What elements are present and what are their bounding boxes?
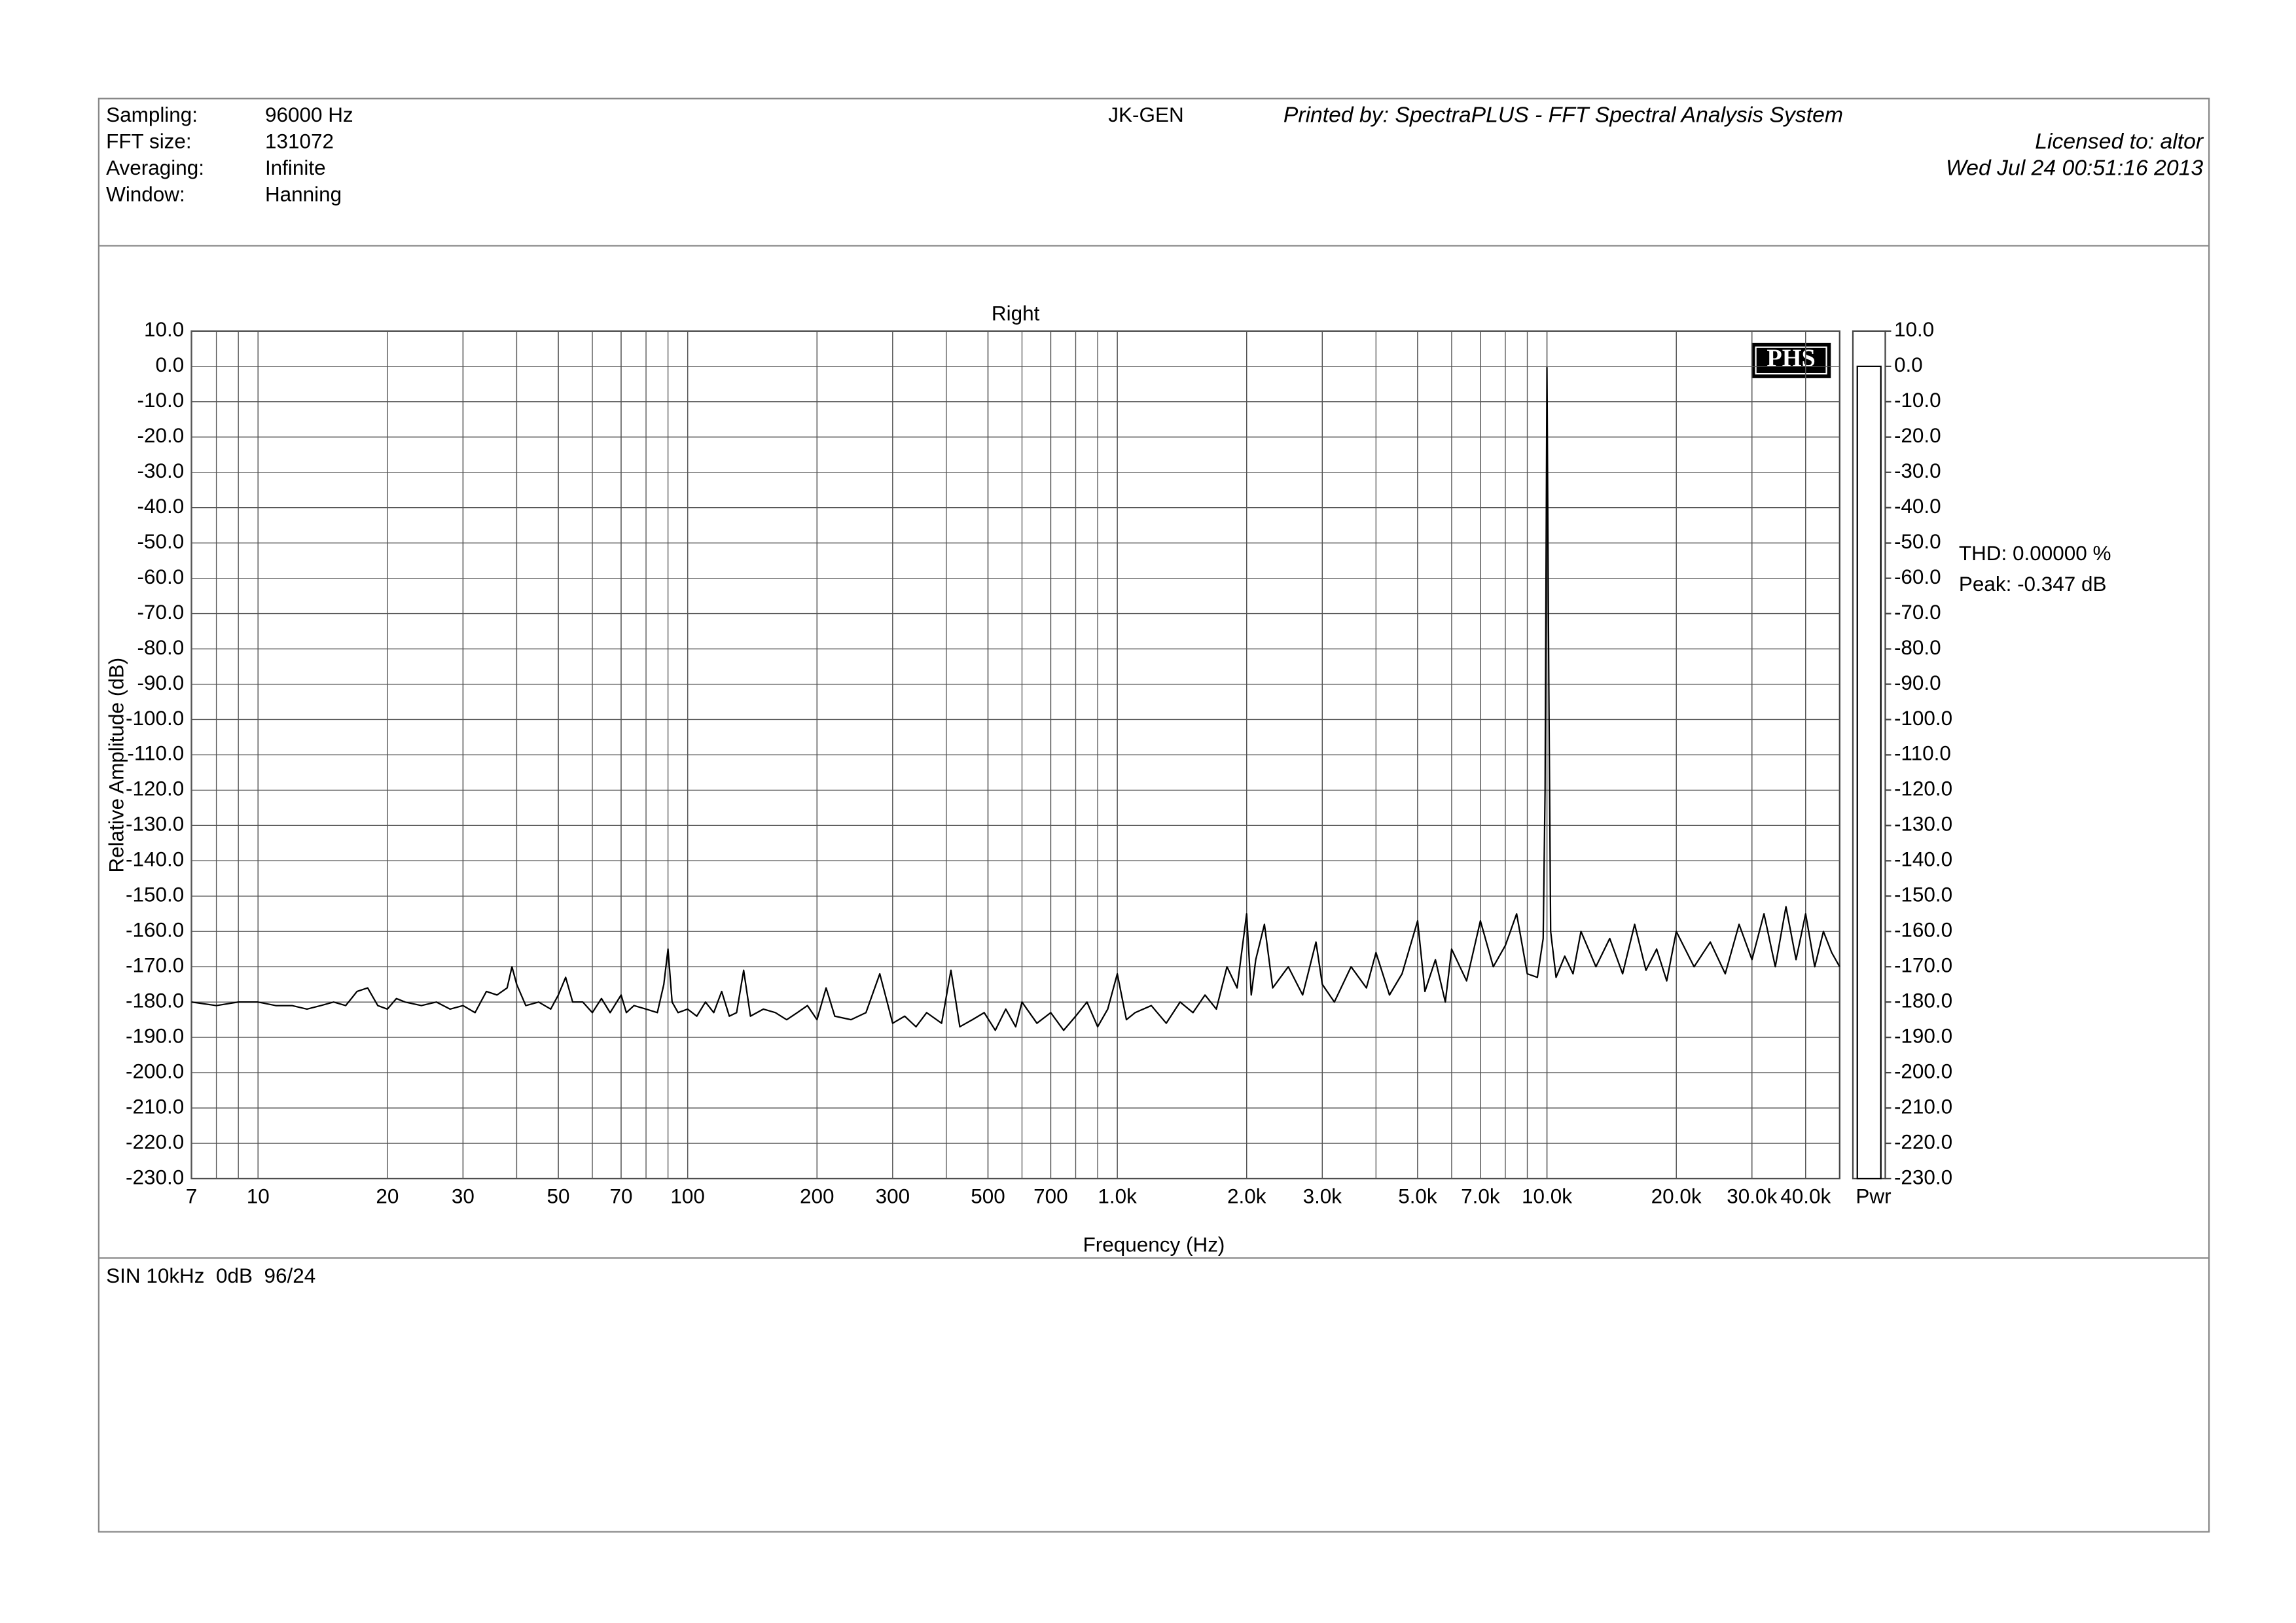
annotation: Peak: -0.347 dB xyxy=(1959,573,2107,596)
field-label: Averaging: xyxy=(106,156,204,179)
y2-tick-label: -60.0 xyxy=(1894,565,1941,588)
y-tick-label: -200.0 xyxy=(126,1060,184,1082)
y-tick-label: 0.0 xyxy=(156,353,185,376)
x-tick-label: 5.0k xyxy=(1398,1185,1437,1208)
y-tick-label: -220.0 xyxy=(126,1130,184,1153)
field-label: FFT size: xyxy=(106,130,192,152)
y2-tick-label: -130.0 xyxy=(1894,813,1952,836)
x-tick-label: 10.0k xyxy=(1522,1185,1572,1208)
x-tick-label: 50 xyxy=(547,1185,570,1208)
y-tick-label: -100.0 xyxy=(126,707,184,730)
y2-tick-label: -210.0 xyxy=(1894,1095,1952,1118)
y2-tick-label: -200.0 xyxy=(1894,1060,1952,1082)
y2-tick-label: -80.0 xyxy=(1894,636,1941,659)
y2-tick-label: -10.0 xyxy=(1894,389,1941,412)
field-value: Infinite xyxy=(265,156,326,179)
y2-tick-label: -220.0 xyxy=(1894,1130,1952,1153)
date: Wed Jul 24 00:51:16 2013 xyxy=(1946,155,2203,180)
x-axis-label: Frequency (Hz) xyxy=(1083,1234,1225,1257)
x-tick-label: 10 xyxy=(247,1185,270,1208)
y-tick-label: -160.0 xyxy=(126,919,184,942)
y2-tick-label: -150.0 xyxy=(1894,883,1952,906)
y-tick-label: -110.0 xyxy=(127,742,184,765)
y2-tick-label: 10.0 xyxy=(1894,318,1934,341)
frame xyxy=(98,98,2210,1533)
x-tick-label: 500 xyxy=(971,1185,1005,1208)
y2-tick-label: 0.0 xyxy=(1894,353,1923,376)
x-tick-label: 700 xyxy=(1033,1185,1068,1208)
y2-tick-label: -20.0 xyxy=(1894,424,1941,447)
field-value: 131072 xyxy=(265,130,334,152)
generator: JK-GEN xyxy=(1108,103,1183,126)
y2-tick-label: -30.0 xyxy=(1894,459,1941,482)
y2-tick-label: -190.0 xyxy=(1894,1024,1952,1047)
y-tick-label: -230.0 xyxy=(126,1166,184,1188)
x-tick-label: 30.0k xyxy=(1727,1185,1777,1208)
y-tick-label: -80.0 xyxy=(137,636,185,659)
y-tick-label: -60.0 xyxy=(137,565,185,588)
y-tick-label: -150.0 xyxy=(126,883,184,906)
y-tick-label: -40.0 xyxy=(137,495,185,518)
y-tick-label: -70.0 xyxy=(137,601,185,624)
annotation: THD: 0.00000 % xyxy=(1959,542,2111,565)
y2-tick-label: -70.0 xyxy=(1894,601,1941,624)
x-tick-label: 20 xyxy=(376,1185,399,1208)
y-tick-label: -140.0 xyxy=(126,848,184,871)
field-value: 96000 Hz xyxy=(265,103,353,126)
y2-tick-label: -40.0 xyxy=(1894,495,1941,518)
y-tick-label: 10.0 xyxy=(144,318,184,341)
chart-title: Right xyxy=(992,302,1040,325)
y-tick-label: -210.0 xyxy=(126,1095,184,1118)
y2-tick-label: -160.0 xyxy=(1894,919,1952,942)
power-bar xyxy=(1856,365,1882,1180)
y2-tick-label: -100.0 xyxy=(1894,707,1952,730)
y2-tick-label: -170.0 xyxy=(1894,954,1952,977)
y-axis-label: Relative Amplitude (dB) xyxy=(105,658,128,873)
x-tick-label: 300 xyxy=(876,1185,910,1208)
y-tick-label: -10.0 xyxy=(137,389,185,412)
logo-inner xyxy=(1755,346,1827,375)
y2-tick-label: -180.0 xyxy=(1894,989,1952,1012)
power-label: Pwr xyxy=(1856,1185,1891,1208)
logo-box xyxy=(1751,342,1831,378)
logo: PHS xyxy=(1767,345,1815,372)
y-tick-label: -30.0 xyxy=(137,459,185,482)
y-tick-label: -50.0 xyxy=(137,530,185,553)
y2-tick-label: -140.0 xyxy=(1894,848,1952,871)
y2-tick-label: -120.0 xyxy=(1894,777,1952,800)
field-label: Window: xyxy=(106,183,185,205)
x-tick-label: 7 xyxy=(186,1185,198,1208)
y-tick-label: -170.0 xyxy=(126,954,184,977)
y2-tick-label: -90.0 xyxy=(1894,671,1941,694)
spectrum-line xyxy=(191,366,1840,1031)
x-tick-label: 30 xyxy=(452,1185,475,1208)
y-tick-label: -20.0 xyxy=(137,424,185,447)
y2-tick-label: -50.0 xyxy=(1894,530,1941,553)
x-tick-label: 40.0k xyxy=(1780,1185,1831,1208)
y-tick-label: -120.0 xyxy=(126,777,184,800)
x-tick-label: 3.0k xyxy=(1303,1185,1342,1208)
y-tick-label: -190.0 xyxy=(126,1024,184,1047)
y-tick-label: -90.0 xyxy=(137,671,185,694)
field-label: Sampling: xyxy=(106,103,198,126)
x-tick-label: 70 xyxy=(609,1185,632,1208)
printed-by: Printed by: SpectraPLUS - FFT Spectral A… xyxy=(1283,103,1843,128)
y2-tick-label: -110.0 xyxy=(1894,742,1951,765)
x-tick-label: 100 xyxy=(670,1185,705,1208)
field-value: Hanning xyxy=(265,183,342,205)
y-tick-label: -180.0 xyxy=(126,989,184,1012)
licensed: Licensed to: altor xyxy=(2035,129,2204,154)
x-tick-label: 2.0k xyxy=(1227,1185,1266,1208)
y-tick-label: -130.0 xyxy=(126,813,184,836)
x-tick-label: 200 xyxy=(800,1185,834,1208)
x-tick-label: 20.0k xyxy=(1651,1185,1702,1208)
y2-tick-label: -230.0 xyxy=(1894,1166,1952,1188)
x-tick-label: 1.0k xyxy=(1098,1185,1137,1208)
x-tick-label: 7.0k xyxy=(1461,1185,1500,1208)
footer-note: SIN 10kHz 0dB 96/24 xyxy=(106,1264,315,1287)
